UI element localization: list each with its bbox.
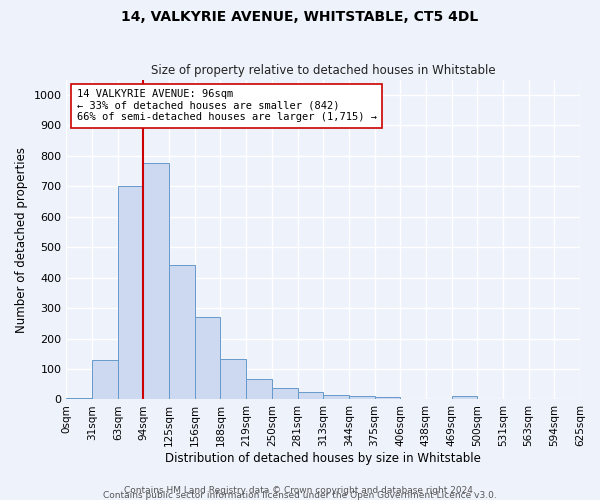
Bar [118,186,143,400]
X-axis label: Distribution of detached houses by size in Whitstable: Distribution of detached houses by size … [165,452,481,465]
Bar [67,398,92,400]
Bar [195,317,220,400]
Y-axis label: Number of detached properties: Number of detached properties [15,146,28,332]
Bar [143,164,169,400]
Text: Contains public sector information licensed under the Open Government Licence v3: Contains public sector information licen… [103,491,497,500]
Text: 14 VALKYRIE AVENUE: 96sqm
← 33% of detached houses are smaller (842)
66% of semi: 14 VALKYRIE AVENUE: 96sqm ← 33% of detac… [77,89,377,122]
Bar [92,360,118,400]
Bar [323,395,349,400]
Title: Size of property relative to detached houses in Whitstable: Size of property relative to detached ho… [151,64,496,77]
Bar [452,396,477,400]
Bar [246,378,272,400]
Bar [374,397,400,400]
Bar [349,396,374,400]
Bar [298,392,323,400]
Bar [169,266,195,400]
Bar [220,359,246,400]
Text: 14, VALKYRIE AVENUE, WHITSTABLE, CT5 4DL: 14, VALKYRIE AVENUE, WHITSTABLE, CT5 4DL [121,10,479,24]
Bar [272,388,298,400]
Text: Contains HM Land Registry data © Crown copyright and database right 2024.: Contains HM Land Registry data © Crown c… [124,486,476,495]
